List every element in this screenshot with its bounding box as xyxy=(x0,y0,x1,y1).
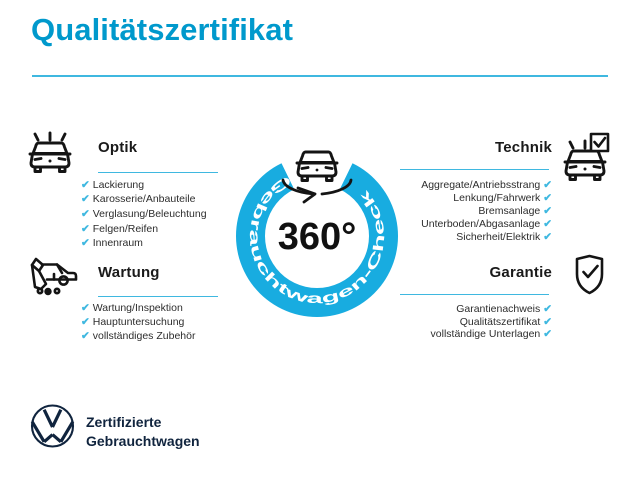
svg-text:360°: 360° xyxy=(278,216,357,258)
